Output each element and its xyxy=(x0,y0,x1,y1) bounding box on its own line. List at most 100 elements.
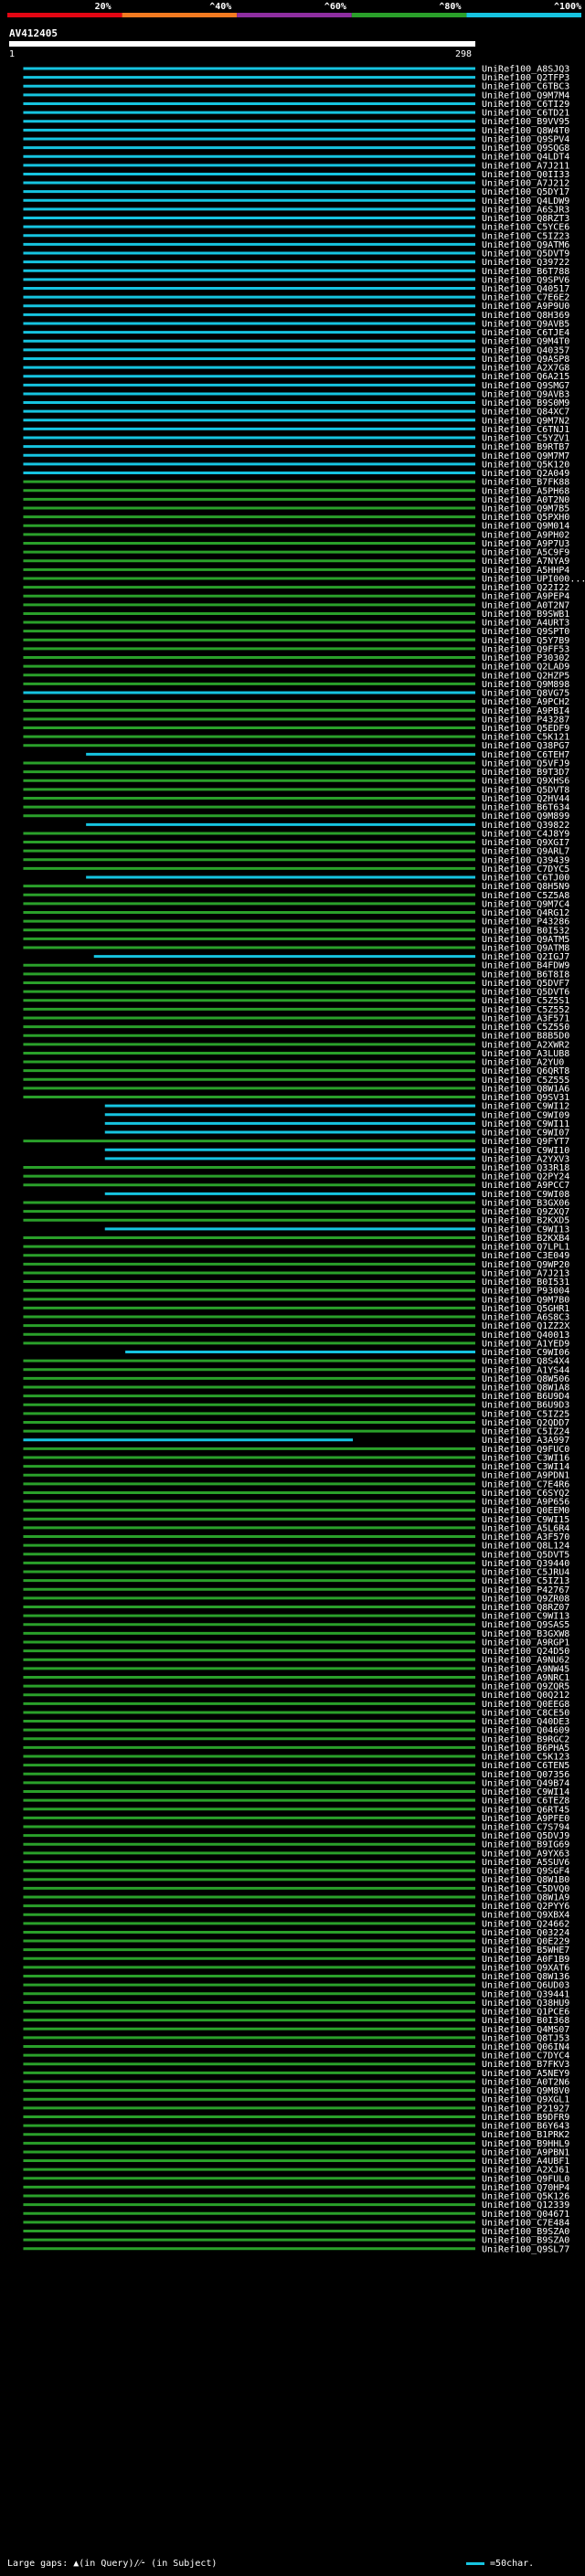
hit-label[interactable]: UniRef100_B9S0M9 xyxy=(482,398,569,408)
hit-label[interactable]: UniRef100_A3F571 xyxy=(482,1013,569,1023)
hit-label[interactable]: UniRef100_Q8H5N9 xyxy=(482,882,569,892)
hit-label[interactable]: UniRef100_Q9SGF4 xyxy=(482,1867,569,1877)
hit-label[interactable]: UniRef100_Q5K126 xyxy=(482,2192,569,2202)
hit-label[interactable]: UniRef100_Q8S4X4 xyxy=(482,1357,569,1367)
hit-label[interactable]: UniRef100_Q8W506 xyxy=(482,1374,569,1384)
hit-label[interactable]: UniRef100_Q2PYY6 xyxy=(482,1902,569,1912)
hit-label[interactable]: UniRef100_C5Z5S1 xyxy=(482,996,569,1006)
hit-label[interactable]: UniRef100_Q70HP4 xyxy=(482,2183,569,2193)
hit-label[interactable]: UniRef100_C9WI13 xyxy=(482,1612,569,1622)
hit-label[interactable]: UniRef100_Q9ZR08 xyxy=(482,1594,569,1604)
hit-label[interactable]: UniRef100_C6TJ00 xyxy=(482,874,569,884)
hit-label[interactable]: UniRef100_C5YZV1 xyxy=(482,434,569,444)
hit-label[interactable]: UniRef100_A1YED9 xyxy=(482,1339,569,1349)
hit-label[interactable]: UniRef100_Q39722 xyxy=(482,258,569,268)
hit-label[interactable]: UniRef100_A3A997 xyxy=(482,1436,569,1446)
hit-label[interactable]: UniRef100_B6U9D3 xyxy=(482,1401,569,1411)
hit-label[interactable]: UniRef100_C9WI15 xyxy=(482,1515,569,1525)
hit-label[interactable]: UniRef100_A1YS44 xyxy=(482,1365,569,1375)
hit-label[interactable]: UniRef100_Q2IGJ7 xyxy=(482,952,569,962)
hit-label[interactable]: UniRef100_B3GX06 xyxy=(482,1198,569,1208)
hit-label[interactable]: UniRef100_Q0E229 xyxy=(482,1937,569,1947)
hit-label[interactable]: UniRef100_B9RTB7 xyxy=(482,442,569,452)
hit-label[interactable]: UniRef100_A9PCC7 xyxy=(482,1181,569,1191)
hit-label[interactable]: UniRef100_B9IG69 xyxy=(482,1840,569,1850)
hit-label[interactable]: UniRef100_Q9AVB3 xyxy=(482,389,569,399)
hit-label[interactable]: UniRef100_A2XJ61 xyxy=(482,2166,569,2176)
hit-label[interactable]: UniRef100_C5Z5A8 xyxy=(482,891,569,901)
hit-label[interactable]: UniRef100_Q9M7M7 xyxy=(482,451,569,461)
hit-label[interactable]: UniRef100_C6TEH7 xyxy=(482,750,569,760)
hit-label[interactable]: UniRef100_Q39441 xyxy=(482,1989,569,1999)
hit-label[interactable]: UniRef100_Q9SL77 xyxy=(482,2244,569,2254)
hit-label[interactable]: UniRef100_Q1ZZ2X xyxy=(482,1321,569,1331)
hit-label[interactable]: UniRef100_C3WI14 xyxy=(482,1462,569,1472)
hit-label[interactable]: UniRef100_C5K123 xyxy=(482,1753,569,1763)
hit-label[interactable]: UniRef100_Q9FUL0 xyxy=(482,2174,569,2184)
hit-label[interactable]: UniRef100_Q04609 xyxy=(482,1726,569,1736)
hit-label[interactable]: UniRef100_Q9ATM8 xyxy=(482,944,569,954)
hit-label[interactable]: UniRef100_Q9M898 xyxy=(482,680,569,690)
hit-label[interactable]: UniRef100_Q5VFJ9 xyxy=(482,758,569,769)
hit-label[interactable]: UniRef100_C6TEN5 xyxy=(482,1761,569,1771)
hit-label[interactable]: UniRef100_Q4LDT4 xyxy=(482,153,569,163)
hit-label[interactable]: UniRef100_C5IZ23 xyxy=(482,231,569,241)
hit-label[interactable]: UniRef100_Q9FUC0 xyxy=(482,1445,569,1455)
hit-label[interactable]: UniRef100_Q9M4T0 xyxy=(482,337,569,347)
hit-label[interactable]: UniRef100_Q40357 xyxy=(482,345,569,355)
hit-label[interactable]: UniRef100_A4URT3 xyxy=(482,619,569,629)
hit-label[interactable]: UniRef100_C6TNJ1 xyxy=(482,425,569,435)
hit-label[interactable]: UniRef100_C8CE50 xyxy=(482,1708,569,1718)
hit-label[interactable]: UniRef100_C9WI08 xyxy=(482,1190,569,1200)
hit-label[interactable]: UniRef100_C5Z550 xyxy=(482,1023,569,1033)
hit-label[interactable]: UniRef100_A9PBI4 xyxy=(482,706,569,716)
hit-label[interactable]: UniRef100_A0T2N6 xyxy=(482,2077,569,2087)
hit-label[interactable]: UniRef100_Q5DY17 xyxy=(482,187,569,197)
hit-label[interactable]: UniRef100_C5K121 xyxy=(482,733,569,743)
hit-label[interactable]: UniRef100_Q9XAT6 xyxy=(482,1963,569,1973)
hit-label[interactable]: UniRef100_B1PRK2 xyxy=(482,2130,569,2140)
hit-label[interactable]: UniRef100_Q38HU9 xyxy=(482,1998,569,2009)
hit-label[interactable]: UniRef100_P21927 xyxy=(482,2104,569,2114)
hit-label[interactable]: UniRef100_A6SJR3 xyxy=(482,205,569,215)
hit-label[interactable]: UniRef100_A9NW45 xyxy=(482,1664,569,1674)
hit-label[interactable]: UniRef100_Q6QRT8 xyxy=(482,1066,569,1076)
hit-label[interactable]: UniRef100_A9NU62 xyxy=(482,1656,569,1666)
hit-label[interactable]: UniRef100_C5JRU4 xyxy=(482,1568,569,1578)
hit-label[interactable]: UniRef100_Q9SMG7 xyxy=(482,381,569,391)
hit-label[interactable]: UniRef100_B0I532 xyxy=(482,926,569,936)
hit-label[interactable]: UniRef100_Q5Y7B9 xyxy=(482,636,569,646)
hit-label[interactable]: UniRef100_C6TBC3 xyxy=(482,82,569,92)
hit-label[interactable]: UniRef100_Q9AVB5 xyxy=(482,319,569,329)
hit-label[interactable]: UniRef100_B9SZA0 xyxy=(482,2227,569,2237)
hit-label[interactable]: UniRef100_B6T788 xyxy=(482,267,569,277)
hit-label[interactable]: UniRef100_C7DYC5 xyxy=(482,864,569,875)
hit-label[interactable]: UniRef100_B3GXW8 xyxy=(482,1629,569,1639)
hit-label[interactable]: UniRef100_C5IZ24 xyxy=(482,1427,569,1437)
hit-label[interactable]: UniRef100_C9WI11 xyxy=(482,1119,569,1129)
hit-label[interactable]: UniRef100_Q9SPV4 xyxy=(482,134,569,144)
hit-label[interactable]: UniRef100_Q39440 xyxy=(482,1559,569,1569)
hit-label[interactable]: UniRef100_B0I368 xyxy=(482,2016,569,2026)
hit-label[interactable]: UniRef100_Q5DVT8 xyxy=(482,785,569,795)
hit-label[interactable]: UniRef100_C9WI13 xyxy=(482,1224,569,1235)
hit-label[interactable]: UniRef100_Q9M7C4 xyxy=(482,899,569,909)
hit-label[interactable]: UniRef100_Q2A049 xyxy=(482,469,569,479)
hit-label[interactable]: UniRef100_A7J213 xyxy=(482,1268,569,1278)
hit-label[interactable]: UniRef100_Q8W136 xyxy=(482,1972,569,1982)
hit-label[interactable]: UniRef100_Q49B74 xyxy=(482,1778,569,1788)
hit-label[interactable]: UniRef100_A0T2N0 xyxy=(482,495,569,505)
hit-label[interactable]: UniRef100_B9T3D7 xyxy=(482,768,569,778)
hit-label[interactable]: UniRef100_Q5DVT9 xyxy=(482,249,569,260)
hit-label[interactable]: UniRef100_Q6UD03 xyxy=(482,1981,569,1991)
hit-label[interactable]: UniRef100_Q06IN4 xyxy=(482,2042,569,2052)
hit-label[interactable]: UniRef100_A9P656 xyxy=(482,1498,569,1508)
hit-label[interactable]: UniRef100_P43286 xyxy=(482,917,569,928)
hit-label[interactable]: UniRef100_Q39822 xyxy=(482,821,569,831)
hit-label[interactable]: UniRef100_B6T8I8 xyxy=(482,970,569,980)
hit-label[interactable]: UniRef100_Q24D50 xyxy=(482,1647,569,1657)
hit-label[interactable]: UniRef100_C7S794 xyxy=(482,1823,569,1833)
hit-label[interactable]: UniRef100_Q9XGL1 xyxy=(482,2095,569,2105)
hit-label[interactable]: UniRef100_C6SYQ2 xyxy=(482,1489,569,1499)
hit-label[interactable]: UniRef100_B6PHA5 xyxy=(482,1744,569,1754)
